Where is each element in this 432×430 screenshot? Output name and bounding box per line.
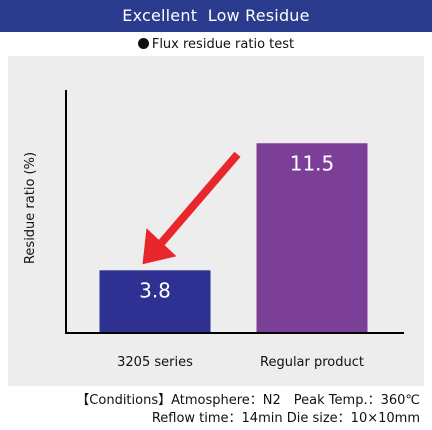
conditions-line-1: 【Conditions】Atmosphere：N2 Peak Temp.：360…	[76, 393, 420, 408]
chart-panel: Residue ratio (%) 3.8 3205 series 11.5 Regu…	[8, 56, 424, 386]
bar-value-label: 11.5	[290, 151, 335, 175]
conditions-note: 【Conditions】Atmosphere：N2 Peak Temp.：360…	[60, 392, 420, 428]
page-title: Excellent Low Residue	[122, 6, 310, 25]
bar-regular-product	[256, 143, 368, 333]
chart-subtitle: Flux residue ratio test	[0, 36, 432, 54]
annotation-arrow-shaft	[155, 151, 241, 249]
x-tick-label: Regular product	[260, 355, 364, 370]
bullet-icon	[137, 38, 149, 49]
conditions-line-2: Reflow time：14min Die size：10×10mm	[151, 411, 420, 426]
header-banner: Excellent Low Residue	[0, 0, 432, 32]
bar-chart: Residue ratio (%) 3.8 3205 series 11.5 Regu…	[23, 90, 404, 370]
bar-3205-series	[99, 270, 211, 333]
bar-value-label: 3.8	[139, 278, 171, 302]
subtitle-text: Flux residue ratio test	[151, 37, 295, 52]
y-axis-label: Residue ratio (%)	[23, 152, 38, 264]
annotation-arrow-head	[142, 228, 177, 265]
x-tick-label: 3205 series	[117, 355, 193, 370]
